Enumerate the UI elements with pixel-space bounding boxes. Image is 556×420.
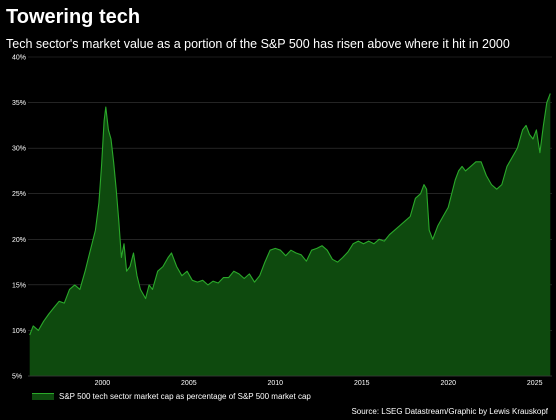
- x-tick-label: 2015: [354, 380, 370, 387]
- x-tick-label: 2010: [268, 380, 284, 387]
- y-tick-label: 30%: [12, 146, 26, 153]
- y-tick-label: 20%: [12, 237, 26, 244]
- y-tick-label: 10%: [12, 328, 26, 335]
- series-layer: [29, 93, 551, 376]
- y-tick-label: 35%: [12, 100, 26, 107]
- chart-title: Towering tech: [6, 6, 141, 28]
- legend: S&P 500 tech sector market cap as percen…: [32, 392, 311, 401]
- x-tick-label: 2005: [181, 380, 197, 387]
- x-tick-label: 2000: [95, 380, 111, 387]
- series-area: [29, 93, 551, 376]
- chart-subtitle: Tech sector's market value as a portion …: [6, 37, 510, 51]
- legend-label: S&P 500 tech sector market cap as percen…: [59, 392, 311, 401]
- legend-swatch: [32, 393, 54, 400]
- x-tick-label: 2020: [440, 380, 456, 387]
- source-note: Source: LSEG Datastream/Graphic by Lewis…: [351, 407, 548, 416]
- y-tick-label: 15%: [12, 282, 26, 289]
- series-line: [29, 93, 551, 336]
- y-tick-label: 5%: [12, 374, 22, 381]
- axis-layer: 5% 10% 15% 20% 25% 30% 35% 40% 2000 2005 2010 2015 2…: [12, 55, 552, 387]
- y-tick-label: 40%: [12, 55, 26, 62]
- y-tick-label: 25%: [12, 191, 26, 198]
- x-tick-label: 2025: [527, 380, 543, 387]
